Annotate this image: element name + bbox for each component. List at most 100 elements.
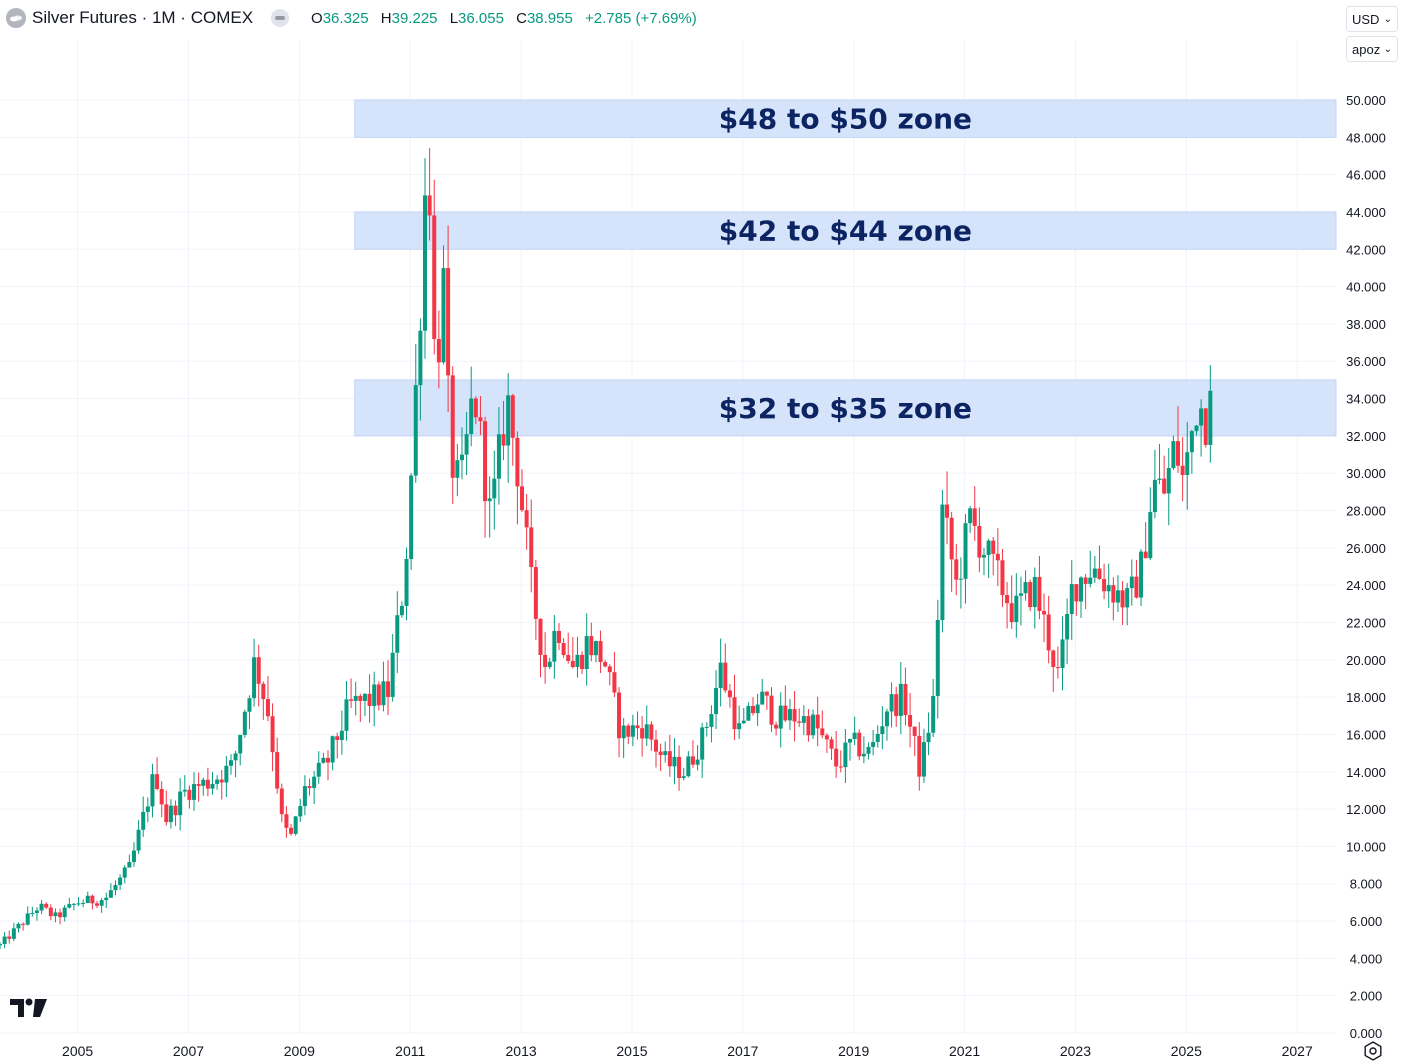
- candle-body: [746, 705, 751, 721]
- candle-body: [473, 398, 478, 418]
- zone-label: $48 to $50 zone: [719, 103, 972, 136]
- candle-body: [644, 724, 649, 739]
- settings-icon[interactable]: [1362, 1040, 1384, 1062]
- candle-body: [44, 903, 49, 908]
- candle-body: [529, 527, 534, 568]
- candle-body: [649, 724, 654, 740]
- candle-body: [298, 806, 303, 817]
- candle-body: [1032, 576, 1037, 608]
- candle-body: [593, 641, 598, 656]
- candle-body: [293, 816, 298, 834]
- candle-body: [418, 330, 423, 386]
- candle-body: [635, 725, 640, 729]
- candle-body: [871, 741, 876, 747]
- candle-body: [118, 877, 123, 886]
- candle-body: [737, 723, 742, 730]
- candle-body: [607, 666, 612, 673]
- candle-body: [1018, 593, 1023, 596]
- candle-body: [533, 567, 538, 619]
- candle-body: [409, 475, 414, 559]
- candle-body: [1106, 585, 1111, 592]
- candle-body: [797, 721, 802, 723]
- change-value: +2.785 (+7.69%): [585, 9, 697, 27]
- candle-body: [884, 711, 889, 727]
- candle-body: [727, 690, 732, 698]
- candle-body: [155, 774, 160, 789]
- y-tick-label: 26.000: [1346, 541, 1386, 556]
- symbol-title[interactable]: Silver Futures · 1M · COMEX: [32, 8, 254, 27]
- candle-body: [459, 454, 464, 461]
- candle-body: [838, 766, 843, 768]
- candle-body: [612, 672, 617, 693]
- candle-body: [584, 636, 589, 670]
- candle-body: [21, 923, 26, 925]
- candle-body: [917, 735, 922, 777]
- candle-body: [617, 692, 622, 739]
- candle-body: [538, 618, 543, 655]
- candle-body: [875, 734, 880, 742]
- tradingview-logo[interactable]: [10, 997, 48, 1019]
- candle-body: [136, 829, 141, 851]
- time-axis: 2005 2007 2009 2011 2013 2015 2017 2019 2021 2023…: [62, 1043, 1313, 1059]
- candle-body: [312, 776, 317, 789]
- candle-body: [201, 779, 206, 786]
- price-zones: $48 to $50 zone $42 to $44 zone $32 to $35…: [354, 99, 1337, 437]
- y-tick-label: 12.000: [1346, 802, 1386, 817]
- candle-body: [921, 742, 926, 777]
- x-tick-label: 2025: [1171, 1043, 1202, 1059]
- candle-body: [335, 736, 340, 741]
- candle-body: [1005, 595, 1010, 604]
- candle-body: [122, 867, 127, 878]
- y-tick-label: 20.000: [1346, 653, 1386, 668]
- candle-body: [372, 684, 377, 706]
- candle-body: [630, 725, 635, 737]
- candle-body: [178, 791, 183, 816]
- candle-body: [653, 739, 658, 752]
- y-tick-label: 30.000: [1346, 466, 1386, 481]
- candle-body: [1069, 584, 1074, 615]
- zone-band: [354, 99, 1337, 138]
- candle-body: [1189, 431, 1194, 453]
- candle-body: [1166, 468, 1171, 494]
- y-tick-label: 4.000: [1350, 951, 1383, 966]
- candle-body: [621, 725, 626, 739]
- candle-body: [963, 523, 968, 579]
- candle-body: [815, 714, 820, 729]
- symbol-icon[interactable]: [6, 8, 26, 28]
- x-tick-label: 2013: [506, 1043, 537, 1059]
- candle-body: [769, 695, 774, 725]
- candle-body: [774, 724, 779, 729]
- candle-body: [543, 654, 548, 668]
- status-icon[interactable]: [271, 9, 290, 27]
- candle-body: [219, 779, 224, 783]
- candle-body: [1088, 577, 1093, 584]
- candle-body: [1194, 425, 1199, 432]
- candle-body: [1014, 595, 1019, 623]
- candle-body: [1203, 408, 1208, 445]
- candle-body: [760, 691, 765, 705]
- currency-select[interactable]: USD ⌄: [1346, 6, 1398, 32]
- candle-body: [302, 786, 307, 807]
- candle-body: [1051, 650, 1056, 668]
- candle-body: [487, 498, 492, 502]
- candle-body: [210, 783, 215, 789]
- candle-body: [912, 726, 917, 736]
- candle-body: [455, 460, 460, 478]
- candle-body: [228, 760, 233, 766]
- candle-body: [145, 806, 150, 812]
- chevron-down-icon: ⌄: [1383, 43, 1392, 55]
- unit-select[interactable]: apoz ⌄: [1346, 36, 1398, 62]
- candle-body: [81, 903, 86, 905]
- candle-body: [1134, 576, 1139, 598]
- candle-body: [95, 903, 100, 906]
- candle-body: [894, 694, 899, 716]
- y-tick-label: 16.000: [1346, 727, 1386, 742]
- candle-body: [48, 907, 53, 917]
- candle-body: [1065, 614, 1070, 640]
- candle-body: [709, 714, 714, 727]
- candle-body: [801, 716, 806, 723]
- candle-body: [1139, 551, 1144, 598]
- candle-body: [413, 385, 418, 476]
- candle-body: [751, 705, 756, 714]
